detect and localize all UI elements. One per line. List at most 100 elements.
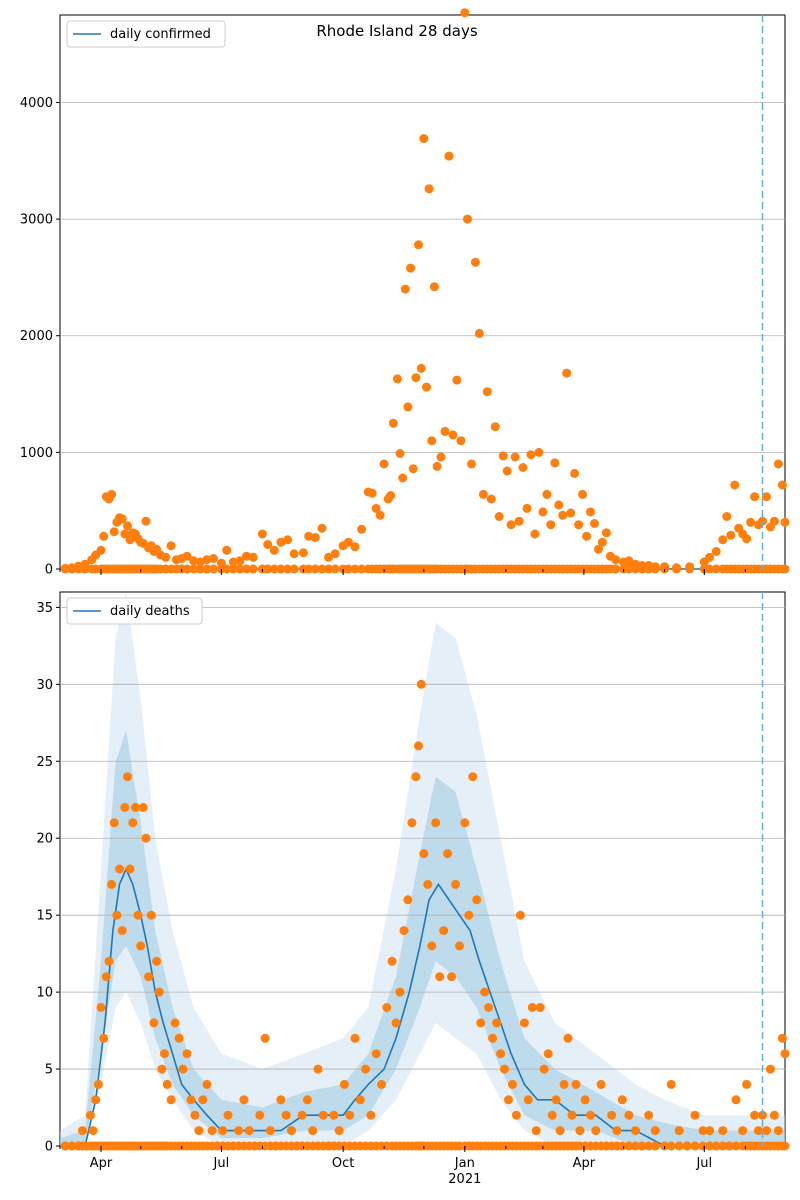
zero-point xyxy=(690,1141,700,1151)
data-point xyxy=(375,510,385,520)
data-point xyxy=(313,1064,323,1074)
data-point xyxy=(318,1110,328,1120)
data-point xyxy=(260,1033,270,1043)
data-point xyxy=(494,512,504,521)
ytick-label: 0 xyxy=(45,563,53,578)
ytick-label: 4000 xyxy=(20,96,53,111)
data-point xyxy=(780,517,790,527)
data-point xyxy=(244,1126,254,1136)
data-point xyxy=(705,1126,715,1136)
data-point xyxy=(722,512,732,521)
xtick-label: Apr xyxy=(90,1156,113,1171)
zero-point xyxy=(242,564,251,574)
data-point xyxy=(742,1079,752,1089)
data-point xyxy=(109,527,119,537)
data-point xyxy=(78,1126,87,1136)
data-point xyxy=(484,1003,494,1012)
ytick-label: 3000 xyxy=(20,213,53,228)
data-point xyxy=(209,554,218,563)
data-point xyxy=(765,1064,775,1074)
data-point xyxy=(746,517,756,527)
data-point xyxy=(416,679,426,689)
data-point xyxy=(472,895,482,905)
data-point xyxy=(255,1110,265,1120)
data-point xyxy=(539,1064,549,1074)
data-point xyxy=(345,1110,355,1120)
data-point xyxy=(202,1079,212,1089)
data-point xyxy=(575,1126,585,1136)
zero-point xyxy=(228,564,238,574)
zero-point xyxy=(189,564,199,574)
data-point xyxy=(104,956,114,966)
data-point xyxy=(391,1018,401,1028)
data-point xyxy=(388,418,398,428)
data-point xyxy=(123,521,132,531)
zero-point xyxy=(195,564,205,574)
data-point xyxy=(468,772,478,782)
data-point xyxy=(371,503,381,513)
data-point xyxy=(607,1110,617,1120)
data-point xyxy=(515,910,525,920)
data-point xyxy=(178,1064,188,1074)
data-point xyxy=(281,1110,291,1120)
data-point xyxy=(112,910,122,920)
data-point xyxy=(424,184,434,194)
data-point xyxy=(546,520,556,530)
zero-point xyxy=(67,1141,77,1151)
zero-point xyxy=(718,1141,728,1151)
zero-point xyxy=(235,564,245,574)
data-point xyxy=(480,987,490,997)
data-point xyxy=(120,529,130,539)
data-point xyxy=(542,489,552,499)
data-point xyxy=(190,1110,200,1120)
zero-point xyxy=(666,1141,676,1151)
data-point xyxy=(456,436,466,446)
data-point xyxy=(242,551,251,561)
data-point xyxy=(666,1079,676,1089)
data-point xyxy=(377,1079,386,1089)
data-point xyxy=(617,1095,627,1105)
data-point xyxy=(218,1126,228,1136)
data-point xyxy=(152,956,162,966)
data-point xyxy=(182,1049,192,1059)
data-point xyxy=(343,537,353,547)
chart-title: Rhode Island 28 days xyxy=(316,22,477,40)
xtick-label: Jul xyxy=(695,1156,712,1171)
zero-point xyxy=(711,564,721,574)
data-point xyxy=(222,545,232,555)
zero-point xyxy=(698,1141,708,1151)
panel-deaths-bands xyxy=(60,592,785,1146)
data-point xyxy=(411,772,421,782)
series-line xyxy=(60,866,785,1147)
data-point xyxy=(334,1126,344,1136)
data-point xyxy=(508,1079,517,1089)
zero-point xyxy=(343,564,353,574)
data-point xyxy=(563,1033,573,1043)
zero-point xyxy=(60,1141,70,1151)
data-point xyxy=(750,492,760,502)
ytick-label: 0 xyxy=(45,1140,53,1155)
data-point xyxy=(141,516,151,526)
ytick-label: 2000 xyxy=(20,329,53,344)
data-point xyxy=(366,1110,376,1120)
zero-point xyxy=(222,564,232,574)
data-point xyxy=(486,494,496,504)
xtick-label: Jan xyxy=(454,1156,475,1171)
zero-point xyxy=(644,1141,654,1151)
data-point xyxy=(591,1126,601,1136)
data-point xyxy=(578,489,588,499)
data-point xyxy=(186,1095,196,1105)
data-point xyxy=(133,910,143,920)
panel-deaths-yticks: 0 5 10 15 20 25 30 35 xyxy=(36,601,60,1155)
data-point xyxy=(624,556,634,566)
data-point xyxy=(773,1126,783,1136)
data-point xyxy=(738,1126,748,1136)
zero-point xyxy=(624,564,634,574)
data-point xyxy=(690,1110,700,1120)
data-point xyxy=(596,1079,606,1089)
data-point xyxy=(170,1018,180,1028)
zero-point xyxy=(324,564,334,574)
data-point xyxy=(547,1110,557,1120)
data-point xyxy=(265,1126,275,1136)
data-point xyxy=(297,1110,307,1120)
